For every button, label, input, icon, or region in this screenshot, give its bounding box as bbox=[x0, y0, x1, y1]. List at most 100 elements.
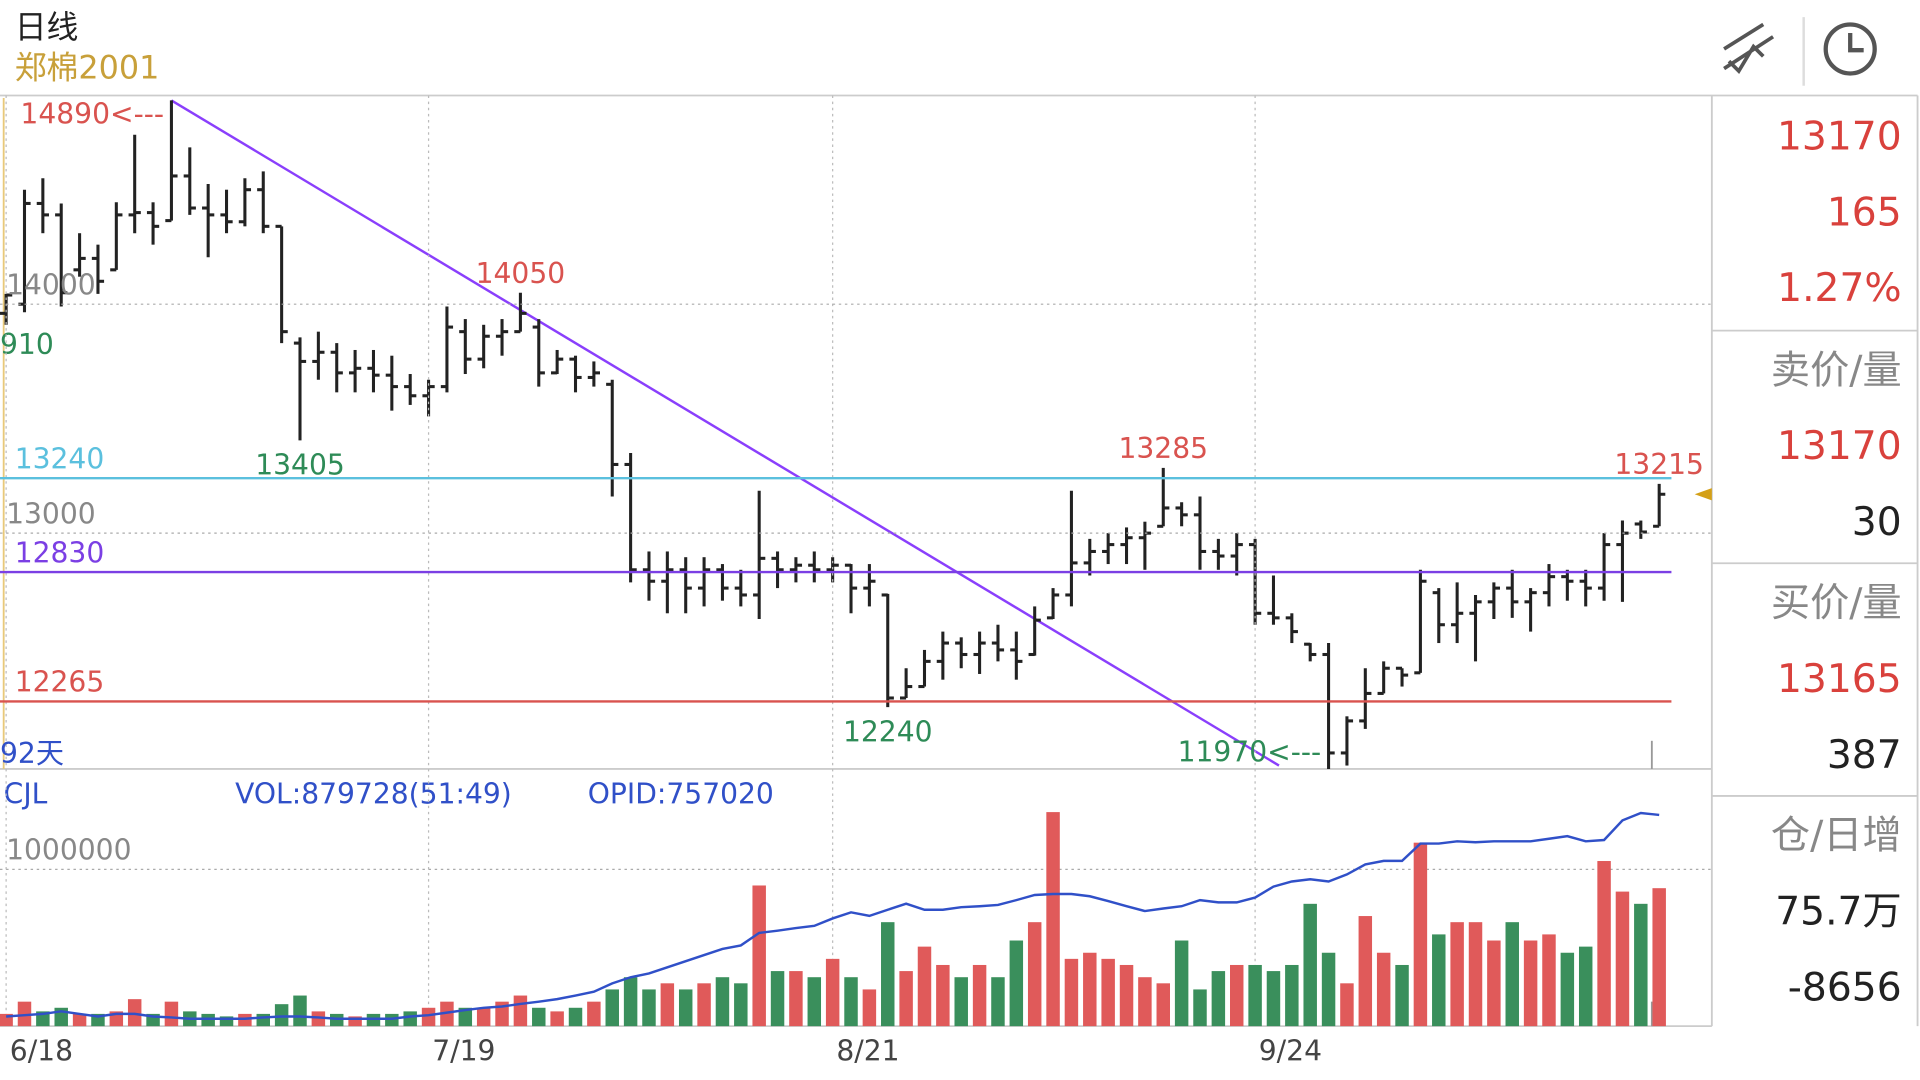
volume-bar bbox=[1101, 958, 1115, 1027]
volume-bar bbox=[844, 977, 858, 1027]
extreme-label: 13285 bbox=[1118, 432, 1208, 465]
volume-bar bbox=[1064, 958, 1079, 1027]
price-line-label: 13240 bbox=[15, 442, 105, 475]
volume-bar bbox=[1597, 861, 1611, 1027]
volume-bar bbox=[385, 1013, 399, 1027]
volume-bar bbox=[1432, 934, 1446, 1027]
trend-line bbox=[170, 99, 1280, 767]
volume-bar bbox=[972, 964, 987, 1027]
y-tick-label: 1000000 bbox=[6, 834, 131, 867]
volume-bar bbox=[1634, 903, 1648, 1027]
volume-bar bbox=[1615, 891, 1630, 1027]
y-tick-label: 14000 bbox=[6, 268, 96, 301]
open-interest: 75.7万 bbox=[1775, 889, 1901, 934]
x-tick-label: 8/21 bbox=[836, 1034, 899, 1067]
volume-bar bbox=[752, 885, 766, 1027]
days-label: 92天 bbox=[0, 737, 64, 770]
volume-bar bbox=[17, 1001, 32, 1027]
volume-bar bbox=[917, 946, 932, 1027]
symbol: 郑棉2001 bbox=[15, 48, 160, 86]
volume-bar bbox=[458, 1007, 473, 1027]
volume-bar bbox=[1248, 964, 1262, 1027]
volume-bar bbox=[1027, 922, 1042, 1027]
volume-bar bbox=[1230, 964, 1244, 1027]
extreme-label: 11970<--- bbox=[1178, 736, 1322, 769]
volume-bar bbox=[348, 1016, 362, 1027]
volume-bar bbox=[1652, 888, 1666, 1027]
volume-bar bbox=[1174, 940, 1189, 1027]
oi-series-label: OPID:757020 bbox=[588, 777, 774, 810]
oi-change: -8656 bbox=[1788, 965, 1902, 1010]
oi-line bbox=[6, 811, 1660, 1020]
volume-bar bbox=[1046, 812, 1060, 1027]
volume-bar bbox=[293, 995, 307, 1027]
bid-volume: 387 bbox=[1827, 733, 1902, 778]
volume-bar bbox=[1450, 922, 1464, 1027]
volume-bar bbox=[513, 995, 528, 1027]
volume-title: CJL bbox=[4, 777, 48, 810]
volume-bar bbox=[697, 983, 711, 1027]
last-price: 13170 bbox=[1777, 114, 1902, 159]
volume-bar bbox=[532, 1007, 546, 1027]
x-tick-label: 9/24 bbox=[1259, 1034, 1322, 1067]
extreme-label: 13215 bbox=[1614, 448, 1704, 481]
volume-bar bbox=[770, 971, 785, 1027]
volume-bar bbox=[366, 1013, 381, 1027]
volume-bar bbox=[678, 989, 693, 1027]
ask-volume: 30 bbox=[1852, 500, 1902, 545]
volume-bar bbox=[1340, 983, 1354, 1027]
volume-bar bbox=[623, 977, 638, 1027]
volume-bar bbox=[274, 1004, 289, 1027]
volume-bar bbox=[1523, 940, 1538, 1027]
volume-bar bbox=[476, 1007, 491, 1027]
volume-bar bbox=[660, 983, 675, 1027]
volume-bar bbox=[219, 1016, 234, 1027]
bid-label: 买价/量 bbox=[1771, 581, 1902, 626]
volume-bar bbox=[1138, 977, 1152, 1027]
volume-bar bbox=[127, 999, 142, 1027]
volume-bar bbox=[605, 989, 619, 1027]
volume-bar bbox=[330, 1013, 344, 1027]
price-line-label: 12265 bbox=[15, 666, 105, 699]
volume-bar bbox=[1193, 989, 1207, 1027]
volume-bar bbox=[421, 1007, 436, 1027]
extreme-label: 14050 bbox=[476, 257, 566, 290]
volume-label: VOL:879728(51:49) bbox=[235, 777, 512, 810]
volume-bar bbox=[1156, 983, 1170, 1027]
volume-bar bbox=[936, 964, 950, 1027]
volume-bar bbox=[164, 1001, 179, 1027]
volume-bar bbox=[1119, 964, 1134, 1027]
extreme-label: 14890<--- bbox=[20, 98, 164, 131]
ask-label: 卖价/量 bbox=[1771, 348, 1902, 393]
price-line-label: 12830 bbox=[15, 536, 105, 569]
period-title: 日线 bbox=[15, 8, 79, 46]
volume-bar bbox=[954, 977, 968, 1027]
volume-bar bbox=[72, 1013, 87, 1027]
volume-bar bbox=[1395, 964, 1409, 1027]
volume-bar bbox=[1468, 922, 1483, 1027]
volume-bar bbox=[1487, 940, 1501, 1027]
volume-bar bbox=[568, 1007, 583, 1027]
volume-bar bbox=[1266, 971, 1281, 1027]
volume-bar bbox=[440, 1001, 454, 1027]
volume-bar bbox=[1303, 903, 1317, 1027]
change-pct: 1.27% bbox=[1777, 266, 1901, 311]
volume-bar bbox=[1560, 952, 1575, 1027]
volume-bar bbox=[734, 983, 748, 1027]
extreme-label: 13405 bbox=[255, 449, 345, 482]
draw-tool-icon[interactable] bbox=[1723, 22, 1775, 74]
volume-bar bbox=[1376, 952, 1391, 1027]
last-price-marker bbox=[1694, 488, 1712, 501]
volume-bar bbox=[1578, 946, 1593, 1027]
volume-bar bbox=[1358, 916, 1373, 1027]
volume-bar bbox=[807, 977, 822, 1027]
volume-bar bbox=[403, 1011, 417, 1027]
plot-area bbox=[0, 99, 1666, 769]
volume-bar bbox=[789, 971, 803, 1027]
clock-icon[interactable] bbox=[1823, 22, 1877, 76]
volume-bar bbox=[825, 958, 840, 1027]
volume-bar bbox=[311, 1011, 326, 1027]
volume-bar bbox=[862, 989, 877, 1027]
